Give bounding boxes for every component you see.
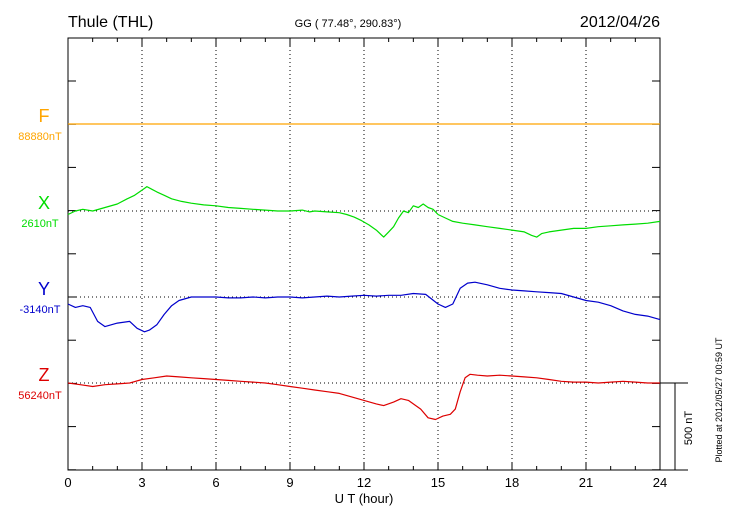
x-tick-label-12: 12: [357, 475, 371, 490]
station-title: Thule (THL): [68, 14, 153, 31]
scale-bar: 500 nT: [660, 383, 695, 470]
x-tick-label-15: 15: [431, 475, 445, 490]
x-tick-label-21: 21: [579, 475, 593, 490]
coordinates: GG ( 77.48°, 290.83°): [295, 18, 402, 30]
traces: [68, 124, 660, 420]
component-baseline-Z: 56240nT: [18, 390, 62, 402]
x-axis-label: U T (hour): [335, 491, 394, 506]
x-tick-label-24: 24: [653, 475, 667, 490]
component-letter-Z: Z: [39, 365, 50, 385]
scale-bar-label: 500 nT: [683, 411, 695, 446]
grid-lines: [68, 38, 660, 470]
x-tick-label-6: 6: [212, 475, 219, 490]
x-tick-label-18: 18: [505, 475, 519, 490]
x-tick-labels: 0 3 6 9 12 15 18 21 24: [64, 475, 667, 490]
x-tick-label-9: 9: [286, 475, 293, 490]
date-label: 2012/04/26: [580, 14, 660, 31]
plotted-at-note: Plotted at 2012/05/27 00:59 UT: [714, 337, 724, 463]
component-labels: F 88880nT X 2610nT Y -3140nT Z 56240nT: [18, 106, 62, 402]
component-letter-X: X: [38, 193, 50, 213]
x-tick-label-3: 3: [138, 475, 145, 490]
component-baseline-F: 88880nT: [18, 131, 62, 143]
component-letter-F: F: [39, 106, 50, 126]
component-baseline-X: 2610nT: [21, 218, 59, 230]
component-baseline-Y: -3140nT: [20, 304, 61, 316]
component-letter-Y: Y: [38, 279, 50, 299]
trace-Z: [68, 374, 660, 419]
x-tick-label-0: 0: [64, 475, 71, 490]
